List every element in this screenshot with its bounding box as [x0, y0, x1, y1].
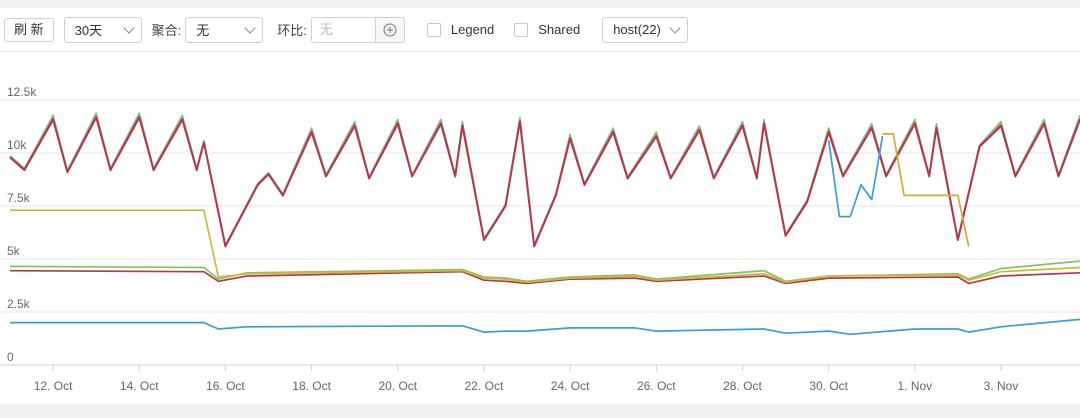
- chevron-down-icon: [122, 21, 135, 34]
- aggregate-value: 无: [196, 23, 210, 38]
- aggregate-select[interactable]: 无: [185, 16, 264, 43]
- chevron-down-icon: [669, 21, 681, 34]
- x-tick-label: 22. Oct: [465, 379, 504, 393]
- y-tick-label: 12.5k: [7, 85, 37, 99]
- x-tick-label: 26. Oct: [637, 379, 676, 393]
- bottom-scrollbar[interactable]: [0, 404, 1080, 418]
- toolbar: 刷 新 30天 聚合: 无 环比: Legend Shared host(22): [0, 8, 1080, 52]
- x-tick-label: 1. Nov: [897, 379, 932, 393]
- upper-series-line: [9, 116, 1080, 248]
- y-tick-label: 5k: [7, 244, 21, 258]
- refresh-button[interactable]: 刷 新: [4, 17, 54, 42]
- top-strip: [0, 0, 1080, 8]
- upper-series-line: [9, 112, 1080, 246]
- x-tick-label: 18. Oct: [292, 379, 331, 393]
- shared-checkbox[interactable]: [514, 22, 529, 37]
- add-compare-button[interactable]: [374, 16, 405, 43]
- x-tick-label: 14. Oct: [120, 379, 159, 393]
- y-tick-label: 0: [7, 350, 14, 364]
- x-tick-label: 28. Oct: [723, 379, 762, 393]
- time-range-value: 30天: [74, 23, 103, 38]
- x-tick-label: 12. Oct: [34, 379, 73, 393]
- series-line: [10, 318, 1080, 336]
- compare-input-group: [310, 16, 405, 43]
- legend-checkbox[interactable]: [426, 22, 441, 37]
- x-tick-label: 3. Nov: [984, 379, 1019, 393]
- chevron-down-icon: [244, 21, 256, 34]
- compare-input[interactable]: [310, 16, 375, 43]
- legend-toggle[interactable]: Legend: [426, 22, 495, 37]
- series-line: [827, 135, 884, 218]
- host-value: host(22): [613, 22, 661, 37]
- y-tick-label: 7.5k: [7, 191, 31, 205]
- upper-series-line: [9, 113, 1080, 247]
- compare-label: 环比:: [277, 23, 307, 38]
- time-series-chart: 0 2.5k 5k 7.5k 10k 12.5k 12. Oct 14. Oct 16. Oct…: [0, 85, 1080, 393]
- aggregate-label: 聚合:: [151, 23, 182, 38]
- y-tick-label: 10k: [7, 138, 27, 152]
- series-line: [10, 209, 1080, 284]
- x-tick-label: 30. Oct: [809, 379, 848, 393]
- series-line: [882, 133, 970, 247]
- series-line: [9, 269, 1080, 285]
- shared-label: Shared: [538, 22, 581, 37]
- x-tick-label: 20. Oct: [378, 379, 417, 393]
- host-select[interactable]: host(22): [602, 16, 689, 43]
- time-range-select[interactable]: 30天: [63, 16, 142, 43]
- x-tick-label: 16. Oct: [206, 379, 245, 393]
- plus-circle-icon: [383, 23, 397, 36]
- x-tick-label: 24. Oct: [551, 379, 590, 393]
- y-tick-label: 2.5k: [7, 297, 31, 311]
- shared-toggle[interactable]: Shared: [514, 22, 580, 37]
- legend-label: Legend: [450, 22, 495, 37]
